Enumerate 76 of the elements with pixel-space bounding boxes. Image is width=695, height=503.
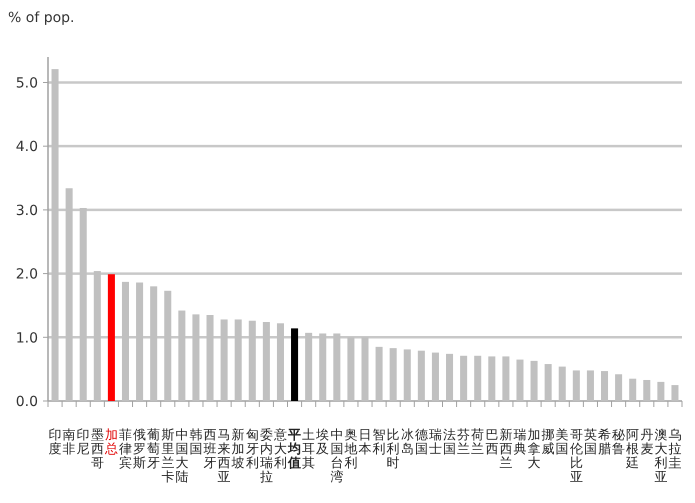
- bar: [586, 370, 594, 401]
- x-tick-label: 比利时: [386, 428, 400, 471]
- bar: [460, 356, 468, 401]
- bar: [376, 346, 383, 401]
- x-tick-label: 智利: [372, 428, 386, 457]
- bar: [615, 374, 622, 401]
- x-tick-label: 瑞典: [513, 428, 526, 457]
- x-tick-label: 俄罗斯: [133, 428, 146, 471]
- bar: [291, 328, 298, 401]
- bar: [657, 382, 664, 401]
- x-tick-label: 芬兰: [457, 428, 470, 457]
- x-tick-label: 美国: [556, 427, 569, 457]
- x-tick-label: 丹麦: [640, 428, 654, 457]
- x-tick-label: 印度: [48, 428, 62, 457]
- x-tick-label: 瑞士: [428, 428, 442, 457]
- x-tick-label: 南非: [62, 428, 76, 457]
- y-tick-label: 3.0: [16, 202, 38, 219]
- x-tick-label: 斯里兰卡: [161, 428, 174, 485]
- x-tick-label: 埃及: [315, 428, 330, 457]
- x-tick-label: 希腊: [598, 428, 612, 457]
- x-tick-label: 法国: [443, 428, 456, 457]
- x-tick-label: 韩国: [189, 428, 202, 457]
- bar: [474, 356, 482, 401]
- x-tick-label: 匈牙利: [246, 428, 259, 471]
- x-tick-label: 葡萄牙: [147, 428, 160, 471]
- x-tick-label: 加总: [104, 428, 118, 457]
- x-tick-label: 挪威: [542, 428, 555, 457]
- x-tick-label: 乌拉圭: [668, 428, 682, 471]
- x-tick-label: 日本: [358, 428, 372, 457]
- y-tick-label: 4.0: [16, 139, 38, 156]
- x-tick-label: 阿根廷: [625, 428, 640, 471]
- x-tick-label: 秘鲁: [612, 428, 626, 457]
- bar: [502, 356, 510, 401]
- x-tick-label: 加拿大: [528, 428, 541, 471]
- x-tick-label: 中国台湾: [330, 428, 344, 485]
- x-tick-label: 中国大陆: [175, 428, 188, 485]
- y-tick-label: 1.0: [16, 330, 38, 346]
- x-tick-label: 委内瑞拉: [260, 428, 273, 485]
- x-tick-label: 奥地利: [343, 428, 358, 471]
- bar: [488, 356, 496, 401]
- y-tick-label: 5.0: [16, 75, 38, 92]
- x-tick-label: 菲律宾: [118, 428, 132, 471]
- bar: [643, 380, 650, 401]
- bar: [516, 360, 524, 401]
- x-tick-label: 平均值: [287, 428, 302, 471]
- bar: [558, 366, 566, 401]
- x-tick-label: 哥伦比亚: [570, 428, 583, 485]
- bar: [600, 371, 608, 401]
- x-tick-label: 西班牙: [204, 428, 217, 471]
- bar: [432, 352, 439, 401]
- bar: [108, 274, 115, 401]
- bar: [418, 350, 425, 401]
- x-tick-label: 英国: [584, 428, 597, 457]
- y-tick-label: 0.0: [16, 394, 38, 410]
- x-tick-label: 澳大利亚: [654, 428, 668, 485]
- x-tick-label: 印尼: [76, 428, 90, 457]
- x-tick-label: 新加坡: [230, 428, 245, 471]
- bar: [544, 364, 552, 401]
- x-tick-label: 德国: [414, 428, 428, 457]
- y-axis-title: % of pop.: [8, 10, 74, 26]
- x-tick-label: 土耳其: [302, 428, 316, 471]
- bar: [404, 349, 411, 401]
- bar: [671, 385, 678, 401]
- x-tick-label: 冰岛: [400, 428, 414, 457]
- bar: [572, 370, 580, 401]
- bar: [390, 348, 397, 401]
- x-tick-label: 荷兰: [471, 428, 484, 457]
- x-tick-label: 巴西: [485, 428, 498, 457]
- bar: [530, 360, 538, 401]
- y-tick-label: 2.0: [16, 266, 38, 283]
- bar: [446, 354, 454, 401]
- x-tick-label: 新西兰: [499, 428, 512, 471]
- x-tick-label: 墨西哥: [90, 428, 104, 471]
- x-tick-label: 马来西亚: [218, 428, 231, 485]
- x-tick-label: 意大利: [272, 428, 287, 471]
- bar: [629, 378, 636, 401]
